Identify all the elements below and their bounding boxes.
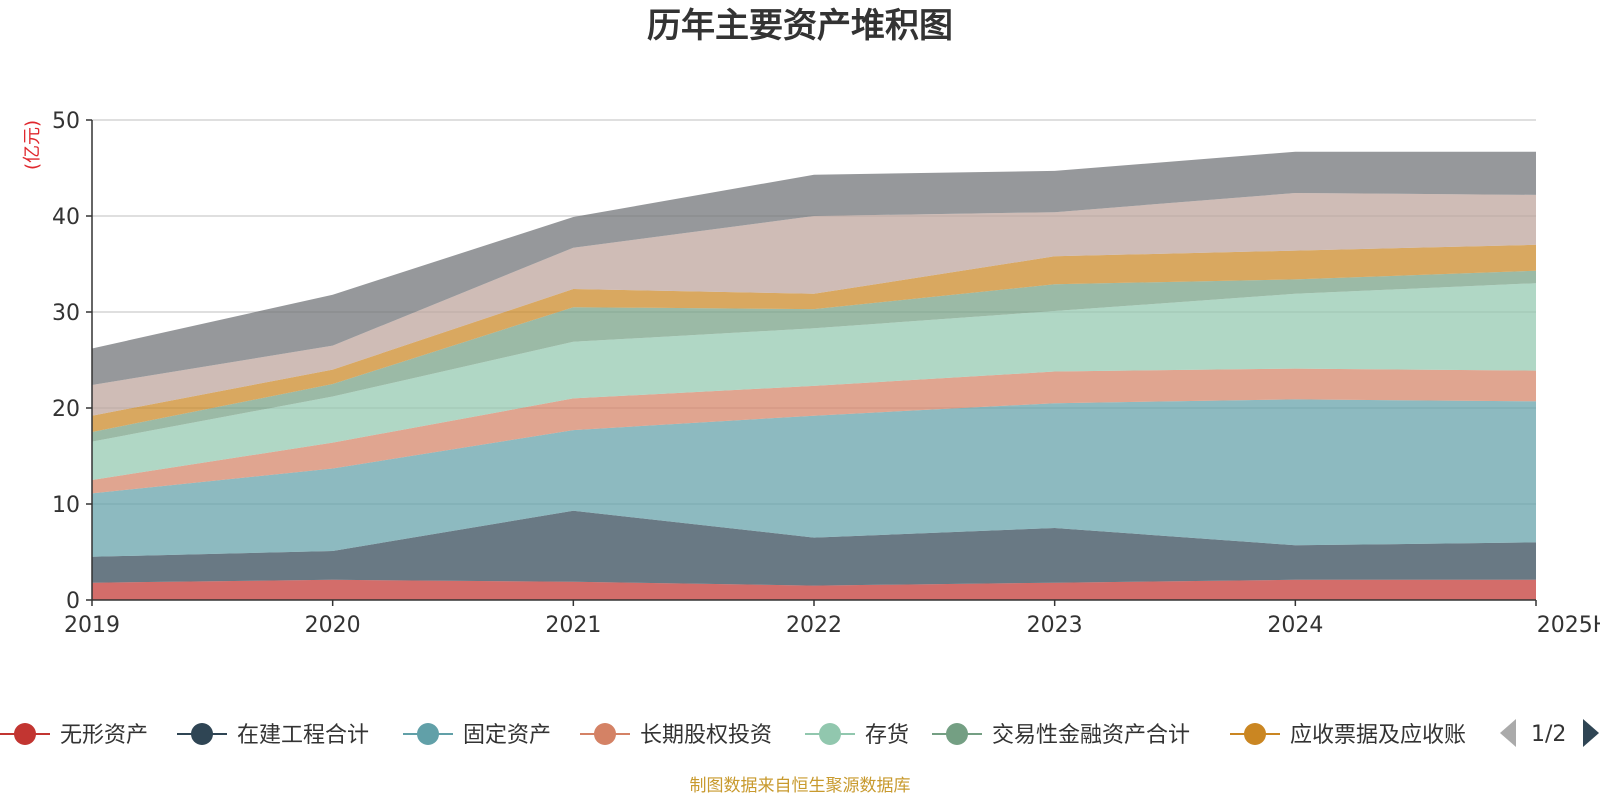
x-tick-label: 2020 — [305, 613, 361, 638]
legend-page-indicator: 1/2 — [1531, 722, 1566, 747]
x-tick-label: 2019 — [64, 613, 120, 638]
y-tick-label: 0 — [66, 589, 80, 614]
legend-item-1[interactable]: 在建工程合计 — [177, 723, 369, 748]
legend-next-icon[interactable] — [1583, 719, 1599, 747]
legend-item-4[interactable]: 存货 — [805, 723, 909, 748]
area-series-8 — [92, 151, 1536, 385]
legend-item-3[interactable]: 长期股权投资 — [580, 723, 772, 748]
area-series-4 — [92, 283, 1536, 480]
legend-item-5[interactable]: 交易性金融资产合计 — [932, 723, 1190, 748]
x-tick-label: 2023 — [1027, 613, 1083, 638]
legend: 无形资产 在建工程合计 固定资产 长期股权投资 存货 交易性金融资产合计 应收票据及应收账 — [0, 723, 1466, 748]
area-series-3 — [92, 368, 1536, 494]
y-tick-label: 40 — [52, 205, 80, 230]
x-tick-label: 2025H1 — [1537, 613, 1600, 638]
area-series-7 — [92, 193, 1536, 416]
legend-label: 交易性金融资产合计 — [992, 723, 1190, 748]
y-tick-label: 50 — [52, 109, 80, 134]
legend-item-0[interactable]: 无形资产 — [0, 723, 148, 748]
area-series-1 — [92, 510, 1536, 586]
legend-marker — [946, 723, 968, 745]
area-series-5 — [92, 270, 1536, 442]
area-series-6 — [92, 244, 1536, 432]
y-tick-label: 10 — [52, 493, 80, 518]
legend-marker — [191, 723, 213, 745]
legend-pager: 1/2 — [1500, 719, 1599, 747]
legend-label: 应收票据及应收账 — [1290, 723, 1466, 748]
x-tick-label: 2022 — [786, 613, 842, 638]
legend-label: 无形资产 — [60, 723, 148, 748]
area-series-0 — [92, 579, 1536, 600]
legend-label: 长期股权投资 — [640, 723, 772, 748]
legend-item-6[interactable]: 应收票据及应收账 — [1230, 723, 1466, 748]
chart-title: 历年主要资产堆积图 — [647, 6, 953, 46]
legend-marker — [1244, 723, 1266, 745]
area-series-2 — [92, 399, 1536, 557]
legend-label: 存货 — [865, 723, 909, 748]
x-tick-label: 2021 — [545, 613, 601, 638]
legend-marker — [417, 723, 439, 745]
y-tick-label: 20 — [52, 397, 80, 422]
legend-marker — [819, 723, 841, 745]
data-source-note: 制图数据来自恒生聚源数据库 — [690, 776, 911, 796]
axes: 0 10 20 30 40 50 2019 2020 2021 2022 2023 2024 2025H… — [52, 109, 1600, 638]
legend-item-2[interactable]: 固定资产 — [403, 723, 551, 748]
y-tick-label: 30 — [52, 301, 80, 326]
area-series — [92, 151, 1536, 600]
legend-label: 在建工程合计 — [237, 723, 369, 748]
y-axis-unit-label: (亿元) — [22, 120, 43, 170]
legend-marker — [594, 723, 616, 745]
legend-label: 固定资产 — [463, 723, 551, 748]
x-tick-label: 2024 — [1267, 613, 1323, 638]
legend-marker — [14, 723, 36, 745]
legend-prev-icon[interactable] — [1500, 719, 1516, 747]
